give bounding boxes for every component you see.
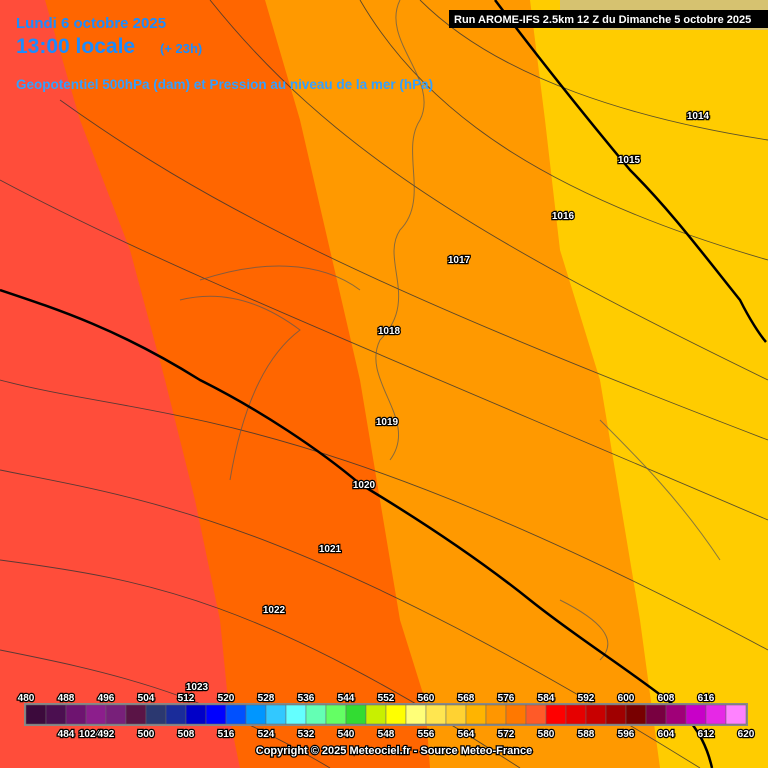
lead-time: (+ 23h) (160, 41, 202, 56)
subtitle: Geopotentiel 500hPa (dam) et Pression au… (16, 77, 433, 92)
colorbar-swatch (465, 704, 487, 725)
colorbar-swatch (65, 704, 87, 725)
colorbar-swatch (165, 704, 187, 725)
colorbar-label: 608 (658, 693, 675, 704)
colorbar-swatch (45, 704, 67, 725)
colorbar-label: 540 (338, 729, 355, 740)
colorbar-label: 496 (98, 693, 115, 704)
colorbar-label: 488 (58, 693, 75, 704)
isobar-label: 1016 (552, 211, 575, 222)
colorbar-label: 524 (258, 729, 275, 740)
colorbar-label: 480 (18, 693, 35, 704)
colorbar-swatch (545, 704, 567, 725)
colorbar-swatch (205, 704, 227, 725)
colorbar: 480 484 488 492 496 500 504 508 512 516 520 524 528 5… (16, 692, 756, 742)
colorbar-label: 504 (138, 693, 155, 704)
colorbar-label: 604 (658, 729, 675, 740)
colorbar-swatch (645, 704, 667, 725)
colorbar-label: 484 (58, 729, 75, 740)
colorbar-label: 568 (458, 693, 475, 704)
colorbar-label: 596 (618, 729, 635, 740)
boundary-line (0, 288, 714, 769)
colorbar-swatch (245, 704, 267, 725)
colorbar-label: 600 (618, 693, 635, 704)
colorbar-swatch (625, 704, 647, 725)
isobar-label: 1017 (448, 255, 471, 266)
colorbar-swatch (105, 704, 127, 725)
colorbar-swatch (185, 704, 207, 725)
colorbar-swatch (565, 704, 587, 725)
colorbar-label: 516 (218, 729, 235, 740)
colorbar-label: 612 (698, 729, 715, 740)
run-box (449, 10, 768, 28)
colorbar-label: 520 (218, 693, 235, 704)
colorbar-label: 588 (578, 729, 595, 740)
colorbar-swatch (725, 704, 747, 725)
isobar-label: 1021 (319, 544, 342, 555)
colorbar-label: 528 (258, 693, 275, 704)
colorbar-swatch (265, 704, 287, 725)
isobar-label: 1019 (376, 417, 399, 428)
copyright: Copyright © 2025 Meteociel.fr - Source M… (256, 745, 532, 757)
run-info: Run AROME-IFS 2.5km 12 Z du Dimanche 5 o… (454, 14, 751, 26)
colorbar-swatch (605, 704, 627, 725)
colorbar-swatch (405, 704, 427, 725)
colorbar-label: 564 (458, 729, 475, 740)
colorbar-swatch (665, 704, 687, 725)
colorbar-label: 620 (738, 729, 755, 740)
colorbar-label: 592 (578, 693, 595, 704)
colorbar-label: 556 (418, 729, 435, 740)
colorbar-label: 500 (138, 729, 155, 740)
colorbar-swatch (525, 704, 547, 725)
colorbar-label: 572 (498, 729, 515, 740)
colorbar-swatch (325, 704, 347, 725)
isobar-label: 1024 (79, 729, 102, 740)
colorbar-label: 580 (538, 729, 555, 740)
colorbar-swatch (345, 704, 367, 725)
colorbar-swatch (705, 704, 727, 725)
colorbar-swatch (305, 704, 327, 725)
isobar-label: 1020 (353, 480, 376, 491)
colorbar-label: 616 (698, 693, 715, 704)
time: 13:00 locale (16, 35, 135, 58)
colorbar-label: 512 (178, 693, 195, 704)
isobar-label: 1022 (263, 605, 286, 616)
isobar-label: 1018 (378, 326, 401, 337)
isobar-label: 1014 (687, 111, 710, 122)
colorbar-label: 576 (498, 693, 515, 704)
colorbar-swatch (225, 704, 247, 725)
colorbar-swatch (445, 704, 467, 725)
isobar-labels: 1014 1015 1016 1017 1018 1019 1020 1021 1022 1023… (78, 110, 711, 742)
colorbar-label: 532 (298, 729, 315, 740)
colorbar-swatch (425, 704, 447, 725)
colorbar-label: 584 (538, 693, 555, 704)
colorbar-label: 560 (418, 693, 435, 704)
colorbar-swatch (505, 704, 527, 725)
colorbar-swatch (125, 704, 147, 725)
colorbar-label: 552 (378, 693, 395, 704)
date: Lundi 6 octobre 2025 (16, 15, 166, 32)
band-red (0, 0, 240, 768)
isobar-label: 1015 (618, 155, 641, 166)
colorbar-label: 544 (338, 693, 355, 704)
colorbar-swatch (25, 704, 47, 725)
colorbar-swatch (685, 704, 707, 725)
colorbar-swatch (85, 704, 107, 725)
colorbar-swatch (485, 704, 507, 725)
colorbar-label: 508 (178, 729, 195, 740)
colorbar-label: 548 (378, 729, 395, 740)
colorbar-swatch (145, 704, 167, 725)
colorbar-swatch (285, 704, 307, 725)
colorbar-label: 492 (98, 729, 115, 740)
isobar-label: 1023 (186, 682, 209, 693)
colorbar-swatch (365, 704, 387, 725)
colorbar-swatch (585, 704, 607, 725)
colorbar-swatch (385, 704, 407, 725)
boundary-line (494, 0, 767, 343)
colorbar-label: 536 (298, 693, 315, 704)
